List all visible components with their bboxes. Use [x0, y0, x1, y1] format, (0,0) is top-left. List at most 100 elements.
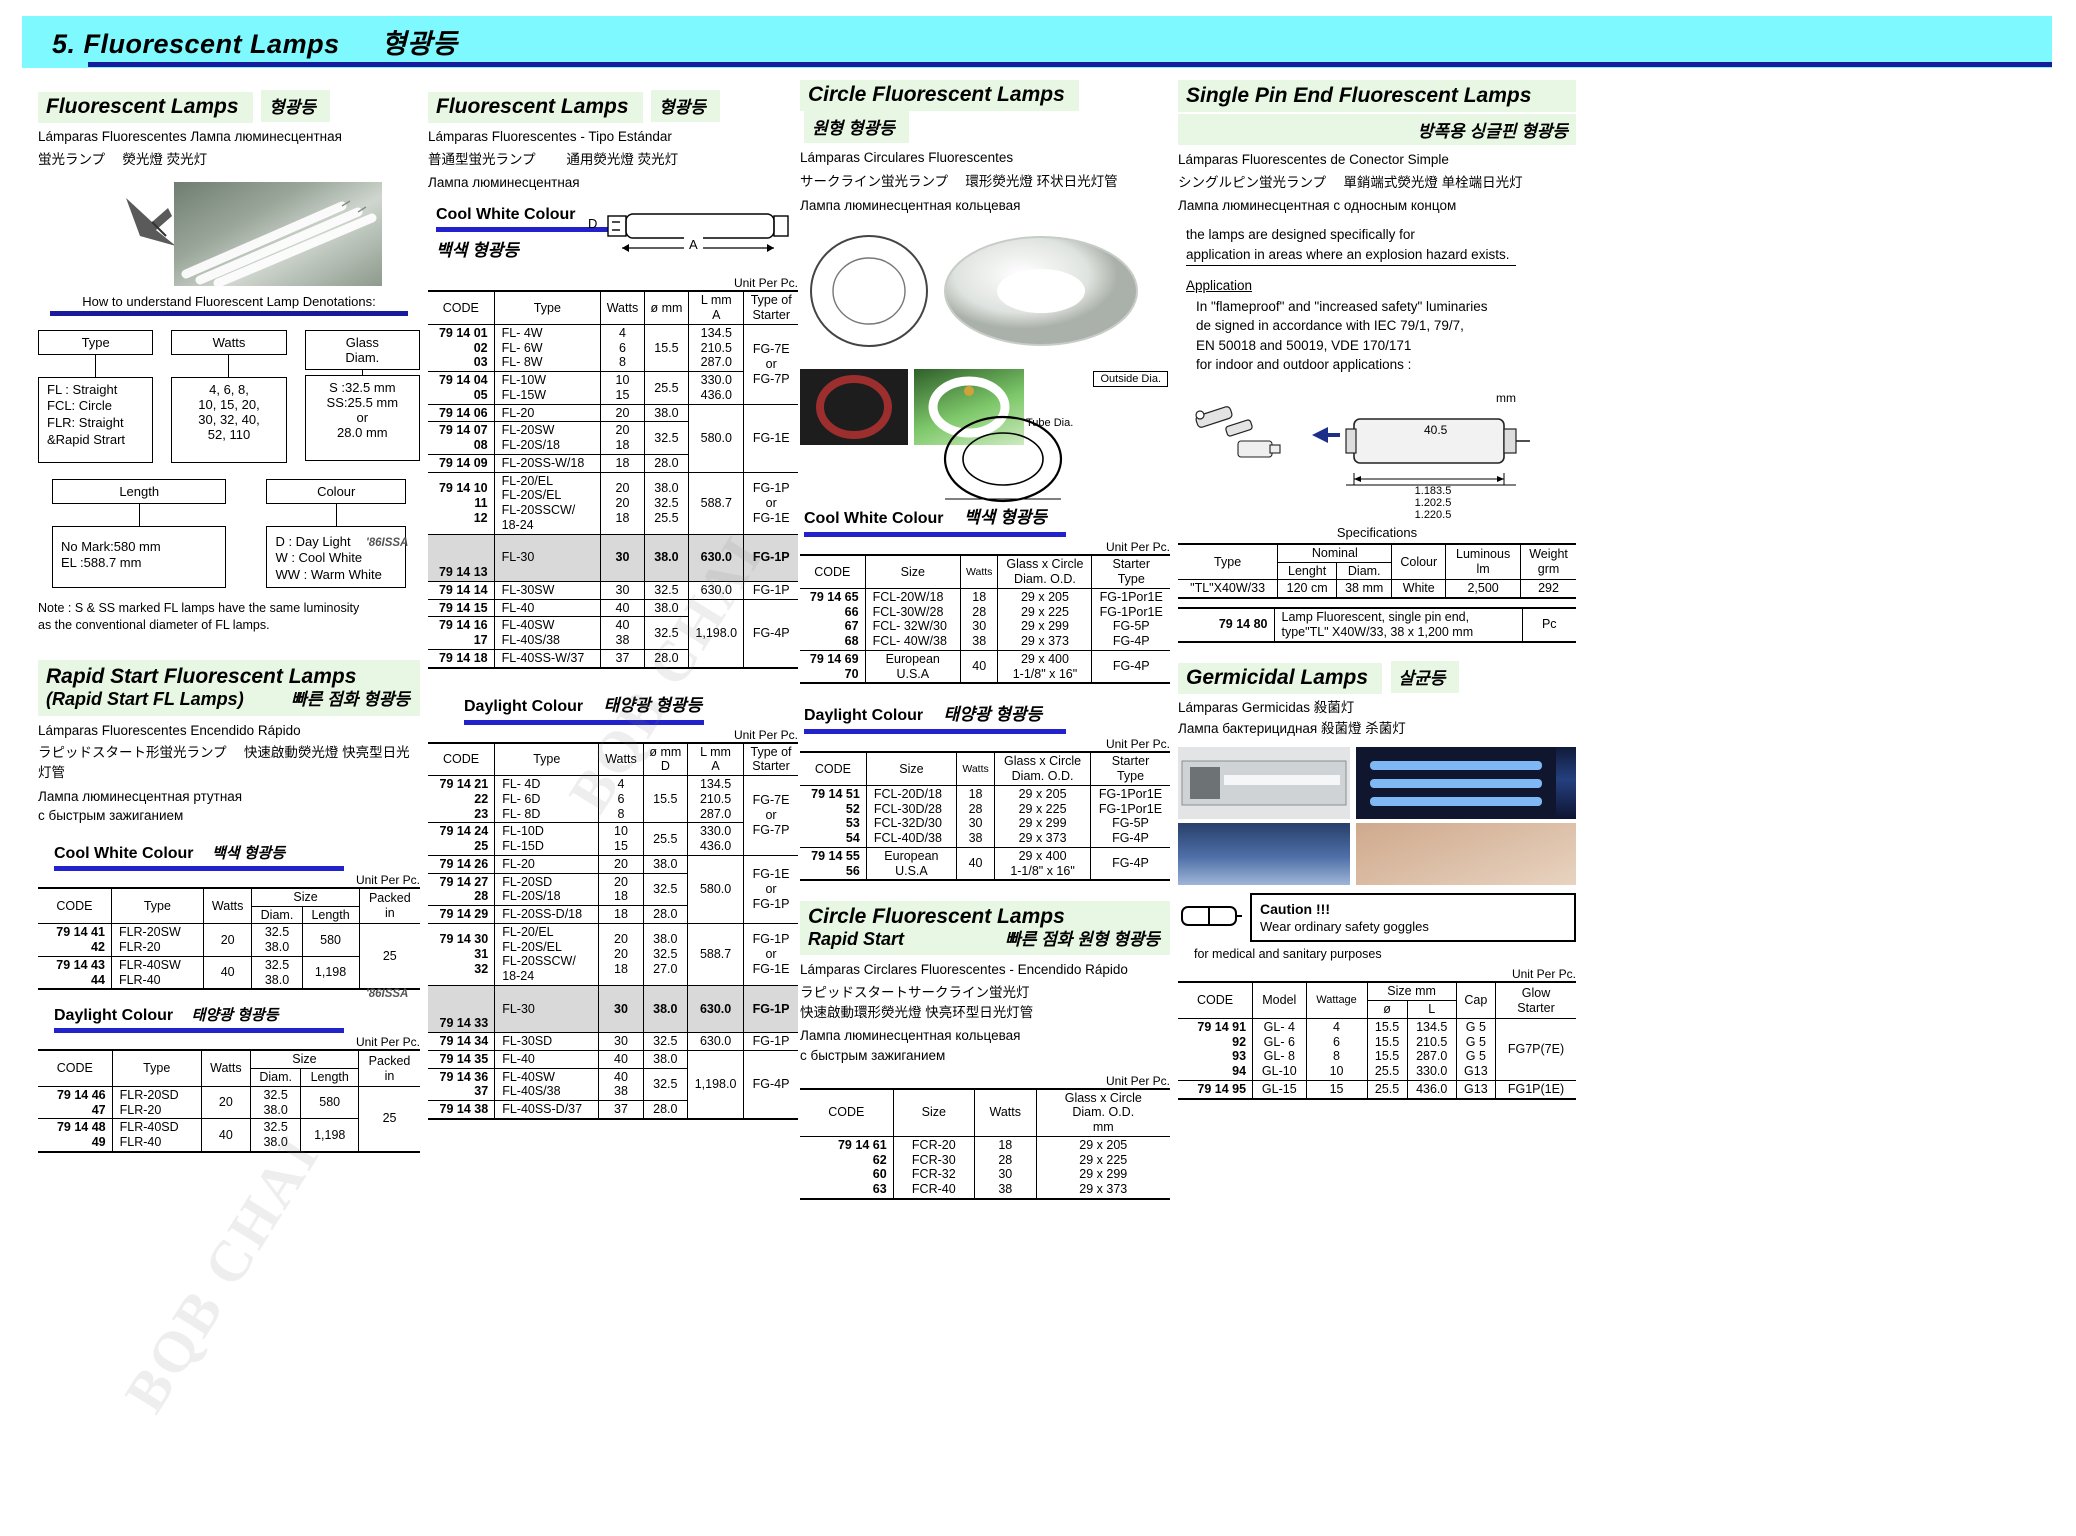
- denote-watts-values: 4, 6, 8, 10, 15, 20, 30, 32, 40, 52, 110: [171, 376, 287, 463]
- column-one: Fluorescent Lamps 형광등 Lámparas Fluoresce…: [38, 86, 420, 1153]
- th-nominal: Nominal: [1277, 543, 1393, 563]
- germicidal-table: CODE Model Wattage Size mm Cap Glow Star…: [1178, 981, 1576, 1100]
- col4-sub-ru: Лампа люминесцентная с односным концом: [1178, 197, 1457, 213]
- table-row: 79 14 15 FL-40 40 38.0 1,198.0 FG-4P: [428, 598, 798, 669]
- denote-type-label: Type: [38, 329, 154, 355]
- denotation-title: How to understand Fluorescent Lamp Denot…: [82, 293, 376, 309]
- col1-heading-kr: 형광등: [261, 90, 330, 122]
- col2-sub-cjk: 普通型蛍光ランプ 通用熒光燈 荧光灯: [428, 151, 679, 167]
- table-row: 79 14 65 66 67 68 FCL-20W/18 FCL-30W/28 …: [800, 587, 1170, 651]
- th-lumen: Luminous lm: [1445, 543, 1522, 581]
- circle-rs-heading-kr: 빠른 점화 원형 형광등: [1005, 930, 1160, 950]
- germicidal-tubes-photo: [1356, 746, 1576, 819]
- germicidal-unit: Unit Per Pc.: [1511, 967, 1576, 982]
- table-row: 79 14 51 52 53 54 FCL-20D/18 FCL-30D/28 …: [800, 784, 1170, 848]
- circle-dl-title-kr: 태양광 형광등: [943, 705, 1043, 725]
- dl-rule: [464, 719, 704, 725]
- table-row: 79 14 14 FL-30SW 30 32.5 630.0 FG-1P: [428, 580, 798, 600]
- th-watts: Watts: [955, 751, 996, 786]
- col2-heading-kr: 형광등: [651, 90, 720, 122]
- table-row: 79 14 29 FL-20SS-D/18 18 28.0: [428, 905, 798, 924]
- th-code: CODE: [38, 887, 112, 925]
- table-row: 79 14 48 49 FLR-40SD FLR-40 40 32.5 38.0…: [38, 1118, 420, 1153]
- col3-heading-kr: 원형 형광등: [804, 111, 909, 143]
- table-row: 79 14 26 FL-20 20 38.0 580.0 FG-1E or FG…: [428, 854, 798, 924]
- table-row: 79 14 46 47 FLR-20SD FLR-20 20 32.5 38.0…: [38, 1085, 420, 1153]
- rapid-start-heading-kr: 빠른 점화 형광등: [291, 689, 410, 709]
- table-row: 79 14 95 GL-15 15 25.5 436.0 G13 FG1P(1E…: [1178, 1079, 1576, 1100]
- germicidal-sub-ru: Лампа бактерицидная 殺菌燈 杀菌灯: [1178, 721, 1406, 737]
- th-starter: Starter Type: [1091, 554, 1170, 589]
- column-three: Circle Fluorescent Lamps 원형 형광등 Lámparas…: [800, 80, 1170, 1200]
- th-length: L mm A: [687, 742, 744, 777]
- cool-white-table: CODE Type Watts ø mm L mm A Type of Star…: [366, 290, 798, 669]
- circle-cool-white-table: CODE Size Watts Glass x Circle Diam. O.D…: [800, 554, 1170, 685]
- th-type: Type: [111, 1049, 202, 1087]
- rapid-start-sub-cjk: ラピッドスタート形蛍光ランプ 快速啟動熒光燈 快亮型日光灯管: [38, 745, 410, 781]
- table-row: 79 14 36 37 FL-40SW FL-40S/38 40 38 32.5: [428, 1067, 798, 1102]
- table-row: 79 14 10 11 12 FL-20/EL FL-20S/EL FL-20S…: [428, 471, 798, 535]
- th-watts: Watts: [200, 1049, 251, 1087]
- th-wattage: Wattage: [1305, 981, 1368, 1019]
- th-dia: ø mm D: [642, 742, 689, 777]
- rapid-start-heading-en2: (Rapid Start FL Lamps): [46, 688, 244, 709]
- th-code: CODE: [38, 1049, 113, 1087]
- circle-dimension-icon: [943, 416, 1063, 503]
- table-row: 79 14 38 FL-40SS-D/37 37 28.0: [428, 1100, 798, 1120]
- lamp-sketch-icon: [126, 197, 176, 246]
- cw-title-kr: 백색 형광등: [436, 241, 519, 261]
- rs-cool-white-rule: [54, 865, 344, 871]
- cw-unit: Unit Per Pc.: [733, 276, 798, 291]
- denote-type-values: FL : Straight FCL: Circle FLR: Straight …: [38, 376, 154, 463]
- th-type: Type: [493, 290, 602, 325]
- denote-length-values: No Mark:580 mm EL :588.7 mm: [52, 525, 227, 588]
- table-row: "TL"X40W/33 120 cm 38 mm White 2,500 292: [1178, 579, 1576, 599]
- page-title: 5. Fluorescent Lamps 형광등: [52, 22, 458, 61]
- circle-lamp-photo-dark: [800, 369, 908, 446]
- circle-lamp-photo: [944, 236, 1138, 347]
- cw-title: Cool White Colour: [436, 206, 576, 224]
- col1-sub-es-ru: Lámparas Fluorescentes Лампа люминесцент…: [38, 129, 342, 144]
- lamp-tubes-illustration: [181, 200, 377, 286]
- table-row: 79 14 18 FL-40SS-W/37 37 28.0: [428, 648, 798, 669]
- col3-sub-cjk: サークライン蛍光ランプ 環形熒光燈 环状日光灯管: [800, 173, 1118, 189]
- circle-rs-sub-ru: Лампа люминесцентная кольцевая с быстрым…: [800, 1028, 1021, 1063]
- cw-rule: [436, 227, 608, 233]
- rs-daylight-title: Daylight Colour: [54, 1007, 174, 1025]
- th-watts: Watts: [973, 1088, 1037, 1137]
- caution-body: Wear ordinary safety goggles: [1260, 918, 1429, 934]
- table-row: 79 14 01 02 03 FL- 4W FL- 6W FL- 8W 4 6 …: [428, 323, 798, 405]
- circle-daylight-table: CODE Size Watts Glass x Circle Diam. O.D…: [800, 751, 1170, 882]
- th-type: Type: [494, 742, 600, 777]
- single-pin-lamp-drawing: [1195, 405, 1530, 486]
- table-row-highlighted: '86ISSA 79 14 33 FL-30 30 38.0 630.0 FG-…: [366, 984, 798, 1034]
- th-type: Type: [110, 887, 204, 925]
- th-size: Size: [249, 1049, 360, 1070]
- th-length: Lenght: [1277, 561, 1338, 581]
- col2-heading-en: Fluorescent Lamps: [428, 92, 643, 123]
- circle-cw-unit: Unit Per Pc.: [1105, 540, 1170, 555]
- denote-colour-values: D : Day Light W : Cool White WW : Warm W…: [266, 525, 406, 588]
- dl-unit: Unit Per Pc.: [733, 727, 798, 742]
- th-code: CODE: [800, 1088, 894, 1137]
- col4-sub-cjk: シングルピン蛍光ランプ 單銷端式熒光燈 单栓端日光灯: [1178, 174, 1523, 190]
- th-watts: Watts: [202, 887, 253, 925]
- diagram-label-d: D: [588, 216, 598, 232]
- table-row: 79 14 80 Lamp Fluorescent, single pin en…: [1178, 607, 1576, 642]
- th-watts: Watts: [600, 290, 645, 325]
- th-length: Length: [301, 905, 360, 925]
- th-glass: Glass x Circle Diam. O.D.: [994, 751, 1091, 786]
- th-starter: Type of Starter: [743, 742, 798, 777]
- rapid-start-heading: Rapid Start Fluorescent Lamps (Rapid Sta…: [38, 659, 420, 716]
- circle-dl-title: Daylight Colour: [804, 707, 924, 725]
- application-body: In "flameproof" and "increased safety" l…: [1196, 298, 1488, 373]
- col2-heading: Fluorescent Lamps 형광등: [428, 90, 798, 123]
- table-row: 79 14 30 31 32 FL-20/EL FL-20S/EL FL-20S…: [428, 922, 798, 986]
- circle-rs-sub-cjk: ラピッドスタートサークライン蛍光灯 快速啟動環形熒光燈 快亮环型日光灯管: [800, 984, 1034, 1021]
- th-cap: Cap: [1455, 981, 1497, 1019]
- diagram-label-a: A: [684, 237, 703, 253]
- circle-rs-heading-en2: Rapid Start: [808, 929, 905, 950]
- circle-cw-title-kr: 백색 형광등: [963, 508, 1047, 528]
- col4-heading-kr: 방폭용 싱글핀 형광등: [1178, 114, 1576, 145]
- col1-sub-cjk: 蛍光ランプ 熒光燈 荧光灯: [38, 151, 208, 167]
